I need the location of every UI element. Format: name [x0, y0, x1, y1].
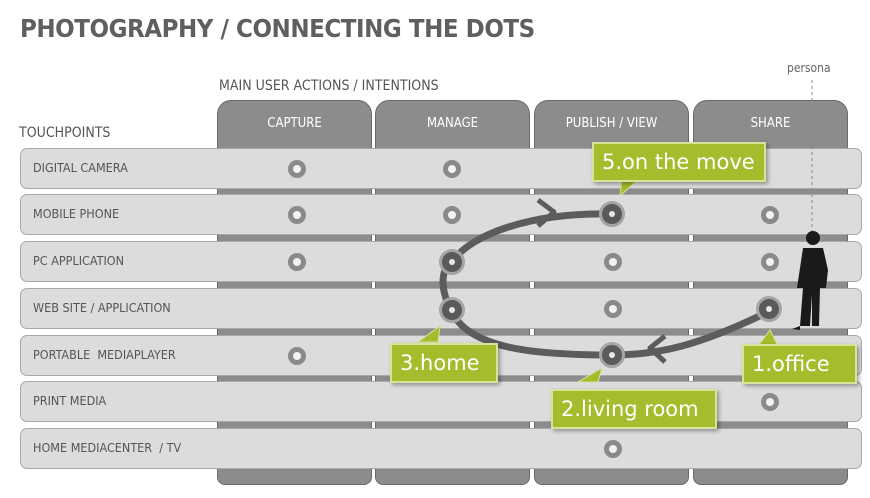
- journey-arrow-1: [536, 198, 557, 228]
- touchpoint-dot: [761, 206, 779, 224]
- row-label: PRINT MEDIA: [33, 393, 107, 408]
- row-label: PORTABLE MEDIAPLAYER: [33, 347, 176, 362]
- row-mobile-phone: [20, 194, 862, 235]
- column-label-publish-view: PUBLISH / VIEW: [565, 116, 658, 131]
- row-label: MOBILE PHONE: [33, 206, 120, 221]
- row-home-mediacenter: [20, 428, 862, 469]
- journey-dot: [439, 297, 465, 323]
- touchpoint-dot: [604, 440, 622, 458]
- row-label: HOME MEDIACENTER / TV: [33, 440, 182, 455]
- touchpoint-dot: [604, 300, 622, 318]
- journey-arrow-2: [647, 334, 667, 364]
- persona-label: persona: [787, 61, 831, 75]
- touchpoint-dot: [288, 160, 306, 178]
- touchpoint-dot: [761, 393, 779, 411]
- column-label-capture: CAPTURE: [267, 116, 322, 131]
- touchpoint-dot: [288, 206, 306, 224]
- touchpoint-dot: [761, 253, 779, 271]
- touchpoint-dot: [288, 347, 306, 365]
- journey-dot: [439, 249, 465, 275]
- page-title: PHOTOGRAPHY / CONNECTING THE DOTS: [20, 14, 535, 43]
- journey-dot: [599, 201, 625, 227]
- row-label: DIGITAL CAMERA: [33, 160, 128, 175]
- touchpoint-dot: [443, 160, 461, 178]
- column-label-manage: MANAGE: [426, 116, 479, 131]
- touchpoint-dot: [604, 253, 622, 271]
- touchpoint-dot: [288, 253, 306, 271]
- journey-dot: [756, 296, 782, 322]
- touchpoint-dot: [443, 206, 461, 224]
- callout-living-room: 2.living room: [551, 389, 717, 429]
- journey-line: [439, 210, 772, 359]
- callout-office: 1.office: [742, 344, 857, 384]
- row-label: PC APPLICATION: [33, 253, 125, 268]
- touchpoints-heading: TOUCHPOINTS: [19, 125, 111, 141]
- actions-heading: MAIN USER ACTIONS / INTENTIONS: [219, 78, 439, 94]
- journey-dot: [599, 342, 625, 368]
- persona-figure: [792, 231, 828, 330]
- callout-home: 3.home: [390, 343, 498, 383]
- row-label: WEB SITE / APPLICATION: [33, 300, 171, 315]
- column-label-share: SHARE: [750, 116, 791, 131]
- callout-on-the-move: 5.on the move: [592, 142, 766, 182]
